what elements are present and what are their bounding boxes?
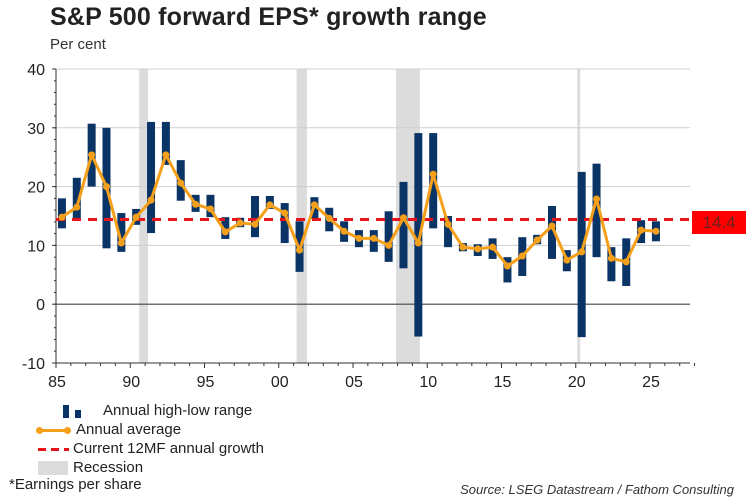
range-bar (221, 217, 230, 239)
y-tick-label: 40 (27, 62, 45, 79)
range-bars (57, 121, 660, 338)
y-tick-label: 30 (27, 121, 45, 138)
range-bar (72, 177, 81, 221)
average-point (206, 205, 214, 213)
average-point (533, 236, 541, 244)
dashed-line-icon (38, 448, 46, 451)
average-point (414, 239, 422, 247)
average-point (518, 252, 526, 260)
average-point (58, 213, 66, 221)
range-bar (503, 257, 512, 283)
current-value-badge: 14.4 (692, 211, 746, 234)
average-point (102, 183, 110, 191)
x-tick-label: 10 (419, 374, 437, 391)
range-bar (444, 216, 453, 248)
recession-band (396, 69, 420, 363)
average-point (162, 151, 170, 159)
dashed-line-icon (64, 448, 69, 451)
legend-label-current: Current 12MF annual growth (73, 440, 264, 457)
y-tick-label: 10 (27, 238, 45, 255)
legend-label-recession: Recession (73, 459, 144, 476)
range-bar (607, 247, 616, 282)
x-tick-label: 95 (197, 374, 215, 391)
average-point (429, 170, 437, 178)
legend-label-average: Annual average (76, 421, 182, 438)
average-point (474, 245, 482, 253)
average-point (73, 203, 81, 211)
range-bar-icon (63, 405, 69, 418)
average-marker-icon (36, 427, 43, 434)
average-point (652, 227, 660, 235)
y-tick-label: 0 (36, 297, 45, 314)
range-bar (547, 206, 556, 259)
average-point (489, 243, 497, 251)
recession-band (139, 69, 149, 363)
x-tick-label: 15 (494, 374, 512, 391)
average-point (340, 227, 348, 235)
y-tick-label: -10 (22, 356, 45, 373)
recession-bands (139, 69, 581, 363)
recession-band (296, 69, 307, 363)
average-point (117, 239, 125, 247)
x-tick-label: 05 (345, 374, 363, 391)
range-bar-icon (75, 410, 81, 418)
average-point (132, 213, 140, 221)
average-point (310, 201, 318, 209)
source-note: Source: LSEG Datastream / Fathom Consult… (460, 482, 734, 497)
average-point (236, 219, 244, 227)
y-tick-label: 20 (27, 180, 45, 197)
x-tick-label: 25 (642, 374, 660, 391)
average-point (88, 151, 96, 159)
average-point (563, 256, 571, 264)
x-tick-label: 00 (271, 374, 289, 391)
legend-label-range: Annual high-low range (103, 402, 253, 419)
range-bar (399, 181, 408, 269)
average-point (192, 200, 200, 208)
average-point (251, 220, 259, 228)
average-point (370, 234, 378, 242)
average-point (399, 214, 407, 222)
average-point (459, 243, 467, 251)
range-bar (161, 121, 170, 165)
average-marker-icon (64, 427, 71, 434)
range-bar (57, 198, 66, 229)
average-point (355, 234, 363, 242)
range-bar (592, 163, 601, 258)
range-bar (117, 213, 126, 252)
x-tick-label: 20 (568, 374, 586, 391)
average-point (325, 214, 333, 222)
range-bar (414, 133, 423, 337)
dashed-line-icon (51, 448, 59, 451)
average-point (296, 246, 304, 254)
range-bar (250, 196, 259, 238)
average-point (548, 222, 556, 230)
average-point (607, 254, 615, 262)
range-bar (147, 121, 156, 234)
x-tick-label: 90 (122, 374, 140, 391)
range-bar (280, 203, 289, 244)
average-point (385, 241, 393, 249)
average-point (266, 201, 274, 209)
average-point (637, 226, 645, 234)
average-line-icon (38, 429, 68, 432)
footnote: *Earnings per share (9, 476, 142, 493)
average-point (622, 258, 630, 266)
average-point (578, 248, 586, 256)
average-point (593, 195, 601, 203)
average-line (58, 151, 660, 270)
chart-title: S&P 500 forward EPS* growth range (50, 3, 487, 31)
average-point (444, 220, 452, 228)
x-tick-label: 85 (48, 374, 66, 391)
average-point (221, 228, 229, 236)
average-point (147, 196, 155, 204)
average-point (281, 209, 289, 217)
y-axis-unit-label: Per cent (50, 36, 106, 53)
average-point (177, 179, 185, 187)
range-bar (384, 211, 393, 262)
recession-swatch-icon (38, 461, 68, 475)
average-point (503, 262, 511, 270)
